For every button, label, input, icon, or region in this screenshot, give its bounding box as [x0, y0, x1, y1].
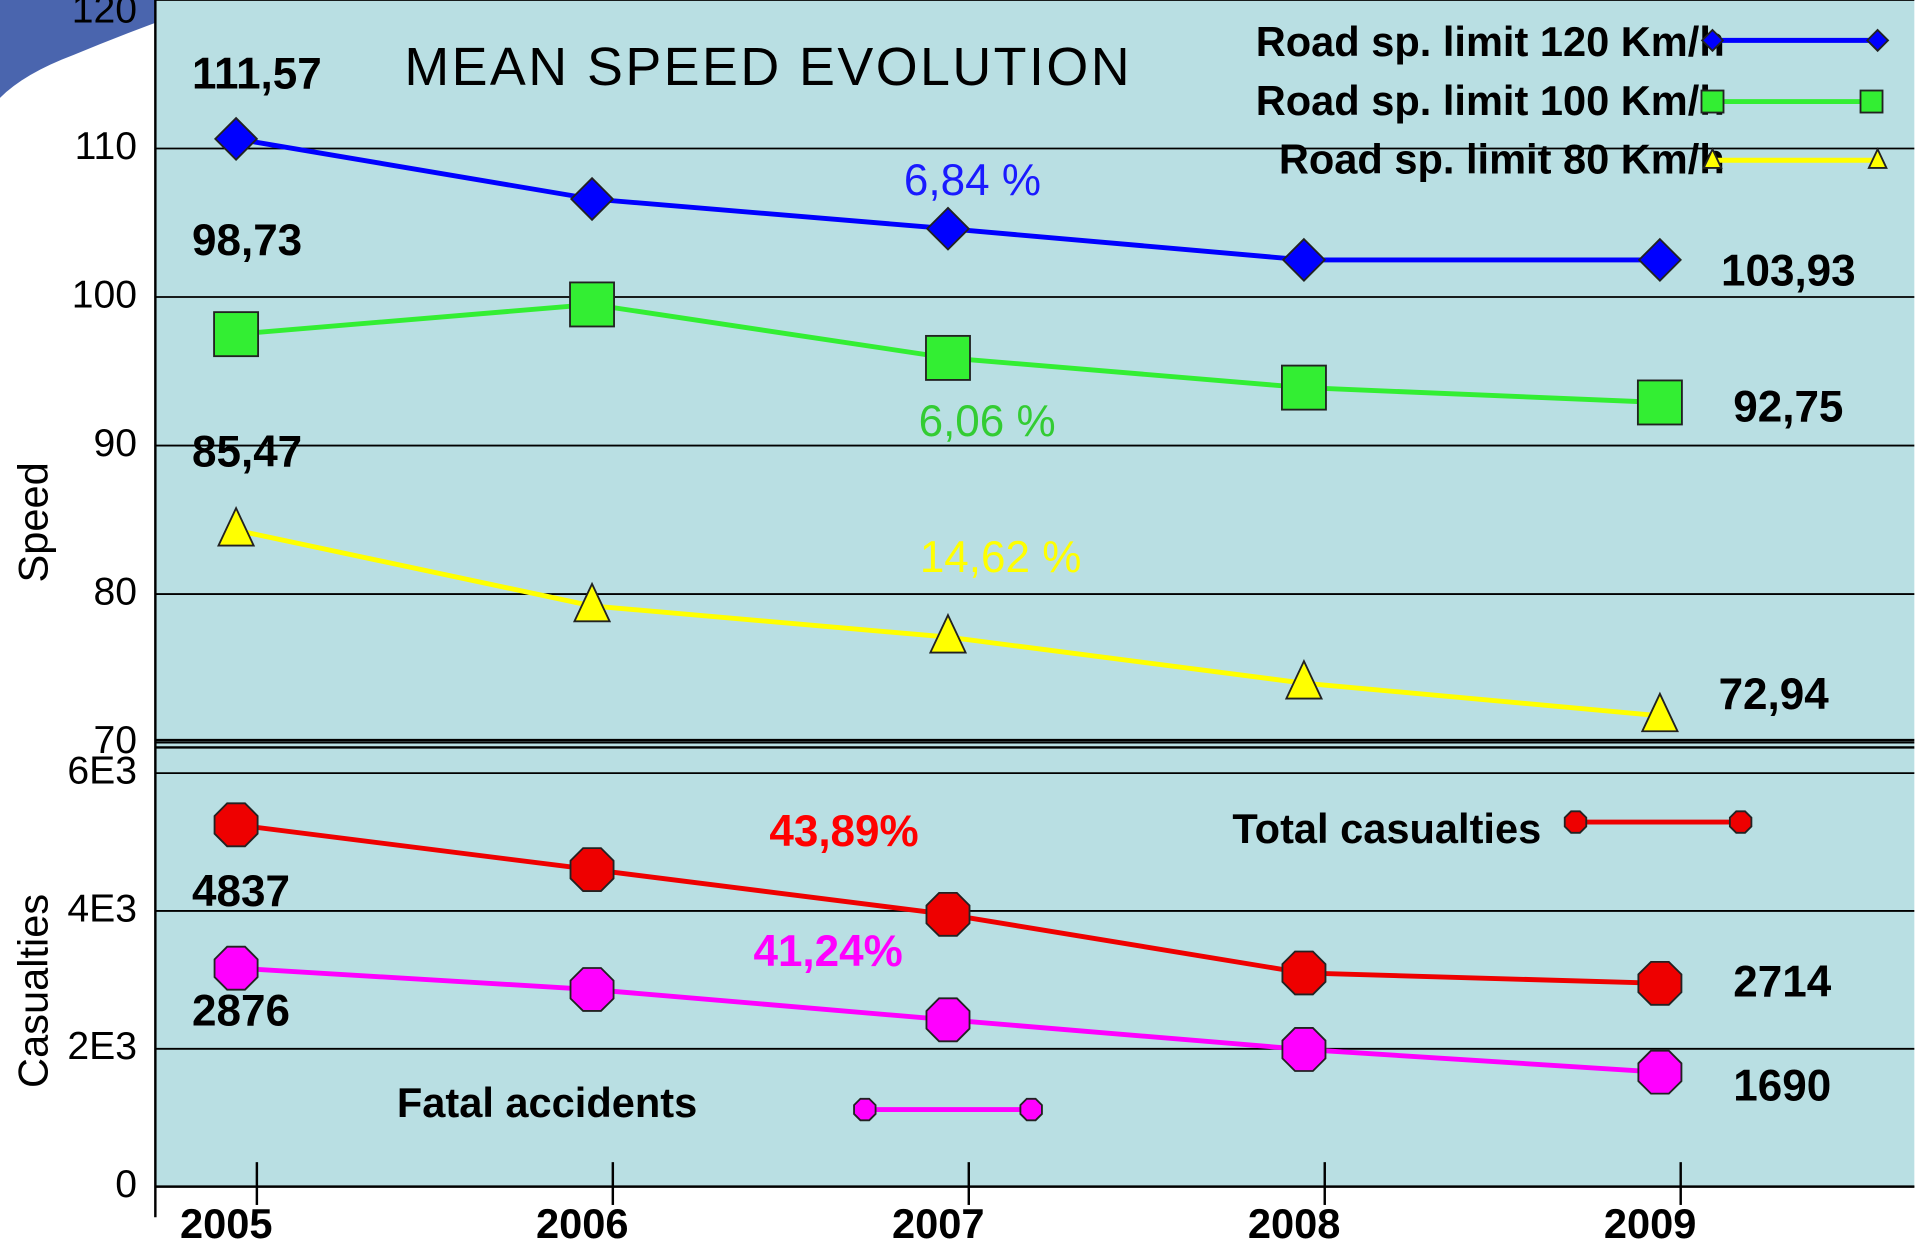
- legend-label: Total casualties: [1232, 805, 1541, 852]
- point: [215, 947, 258, 990]
- annotation: 98,73: [192, 216, 302, 265]
- chart: MEAN SPEED EVOLUTION Speed Casualties 70…: [0, 0, 1918, 1249]
- legend-marker: [1565, 811, 1587, 833]
- legend-marker: [1730, 811, 1752, 833]
- annotation: 6,06 %: [919, 397, 1056, 446]
- x-tick-label: 2008: [1248, 1200, 1340, 1247]
- point: [571, 848, 614, 891]
- annotation: 103,93: [1721, 247, 1856, 296]
- legend-marker: [1020, 1099, 1042, 1121]
- annotation: 43,89%: [769, 807, 918, 856]
- point: [1638, 962, 1681, 1005]
- annotation: 2876: [192, 987, 290, 1036]
- y-tick-label: 100: [72, 273, 137, 316]
- annotation: 111,57: [192, 50, 322, 99]
- annotation: 72,94: [1719, 670, 1830, 719]
- point: [1638, 1051, 1681, 1094]
- annotation: 1690: [1733, 1061, 1831, 1110]
- y-tick-label: 4E3: [67, 887, 137, 930]
- annotation: 4837: [192, 867, 290, 916]
- point: [214, 312, 258, 356]
- y-tick-label: 120: [72, 0, 137, 32]
- point: [215, 803, 258, 846]
- y-tick-label: 0: [115, 1163, 137, 1206]
- legend-label: Fatal accidents: [397, 1079, 697, 1126]
- point: [1282, 951, 1325, 994]
- point: [1282, 1028, 1325, 1071]
- legend-label: Road sp. limit 120 Km/h: [1256, 18, 1725, 65]
- annotation: 85,47: [192, 428, 302, 477]
- annotation: 92,75: [1733, 382, 1843, 431]
- annotation: 41,24%: [753, 927, 902, 976]
- y-tick-label: 90: [93, 422, 137, 465]
- point: [1638, 380, 1682, 424]
- point: [926, 893, 969, 936]
- legend-marker: [1701, 91, 1723, 113]
- page: {"chart_data":[ {"type":"line","title":"…: [0, 0, 1918, 1249]
- legend-marker: [854, 1099, 876, 1121]
- y-tick-label: 110: [75, 125, 137, 168]
- y-axis-label: Speed: [10, 462, 57, 582]
- chart-title: MEAN SPEED EVOLUTION: [404, 37, 1132, 97]
- annotation: 14,62 %: [920, 533, 1082, 582]
- legend-marker: [1861, 91, 1883, 113]
- point: [571, 968, 614, 1011]
- y-tick-label: 6E3: [67, 749, 137, 792]
- point: [1282, 366, 1326, 410]
- legend-label: Road sp. limit 100 Km/h: [1256, 77, 1725, 124]
- annotation: 2714: [1733, 957, 1831, 1006]
- x-tick-label: 2005: [180, 1200, 272, 1247]
- y-tick-label: 2E3: [67, 1025, 137, 1068]
- point: [570, 282, 614, 326]
- x-tick-label: 2009: [1604, 1200, 1696, 1247]
- y-tick-label: 80: [93, 570, 137, 613]
- annotation: 6,84 %: [904, 156, 1041, 205]
- x-tick-label: 2007: [892, 1200, 984, 1247]
- point: [926, 336, 970, 380]
- y-axis-label: Casualties: [10, 894, 57, 1088]
- legend-label: Road sp. limit 80 Km/h: [1279, 136, 1725, 183]
- point: [926, 998, 969, 1041]
- x-tick-label: 2006: [536, 1200, 628, 1247]
